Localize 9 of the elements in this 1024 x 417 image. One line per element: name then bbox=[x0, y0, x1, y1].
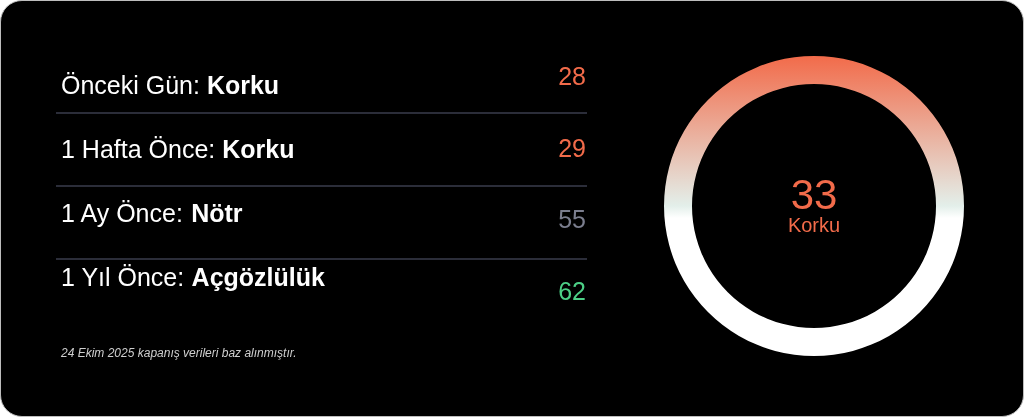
category-label: 1 Yıl Önce: Açgözlülük bbox=[61, 263, 326, 291]
data-label: 55 bbox=[558, 205, 586, 234]
data-label: 29 bbox=[558, 133, 586, 162]
category-label: Önceki Gün: Korku bbox=[61, 71, 280, 99]
category-label: 1 Hafta Önce: Korku bbox=[61, 135, 295, 163]
category-label: 1 Ay Önce: Nötr bbox=[61, 199, 243, 227]
data-label: 62 bbox=[558, 277, 586, 306]
data-label: 28 bbox=[558, 62, 586, 90]
text: 24 Ekim 2025 kapanış verileri baz alınmıştır. bbox=[60, 346, 297, 360]
